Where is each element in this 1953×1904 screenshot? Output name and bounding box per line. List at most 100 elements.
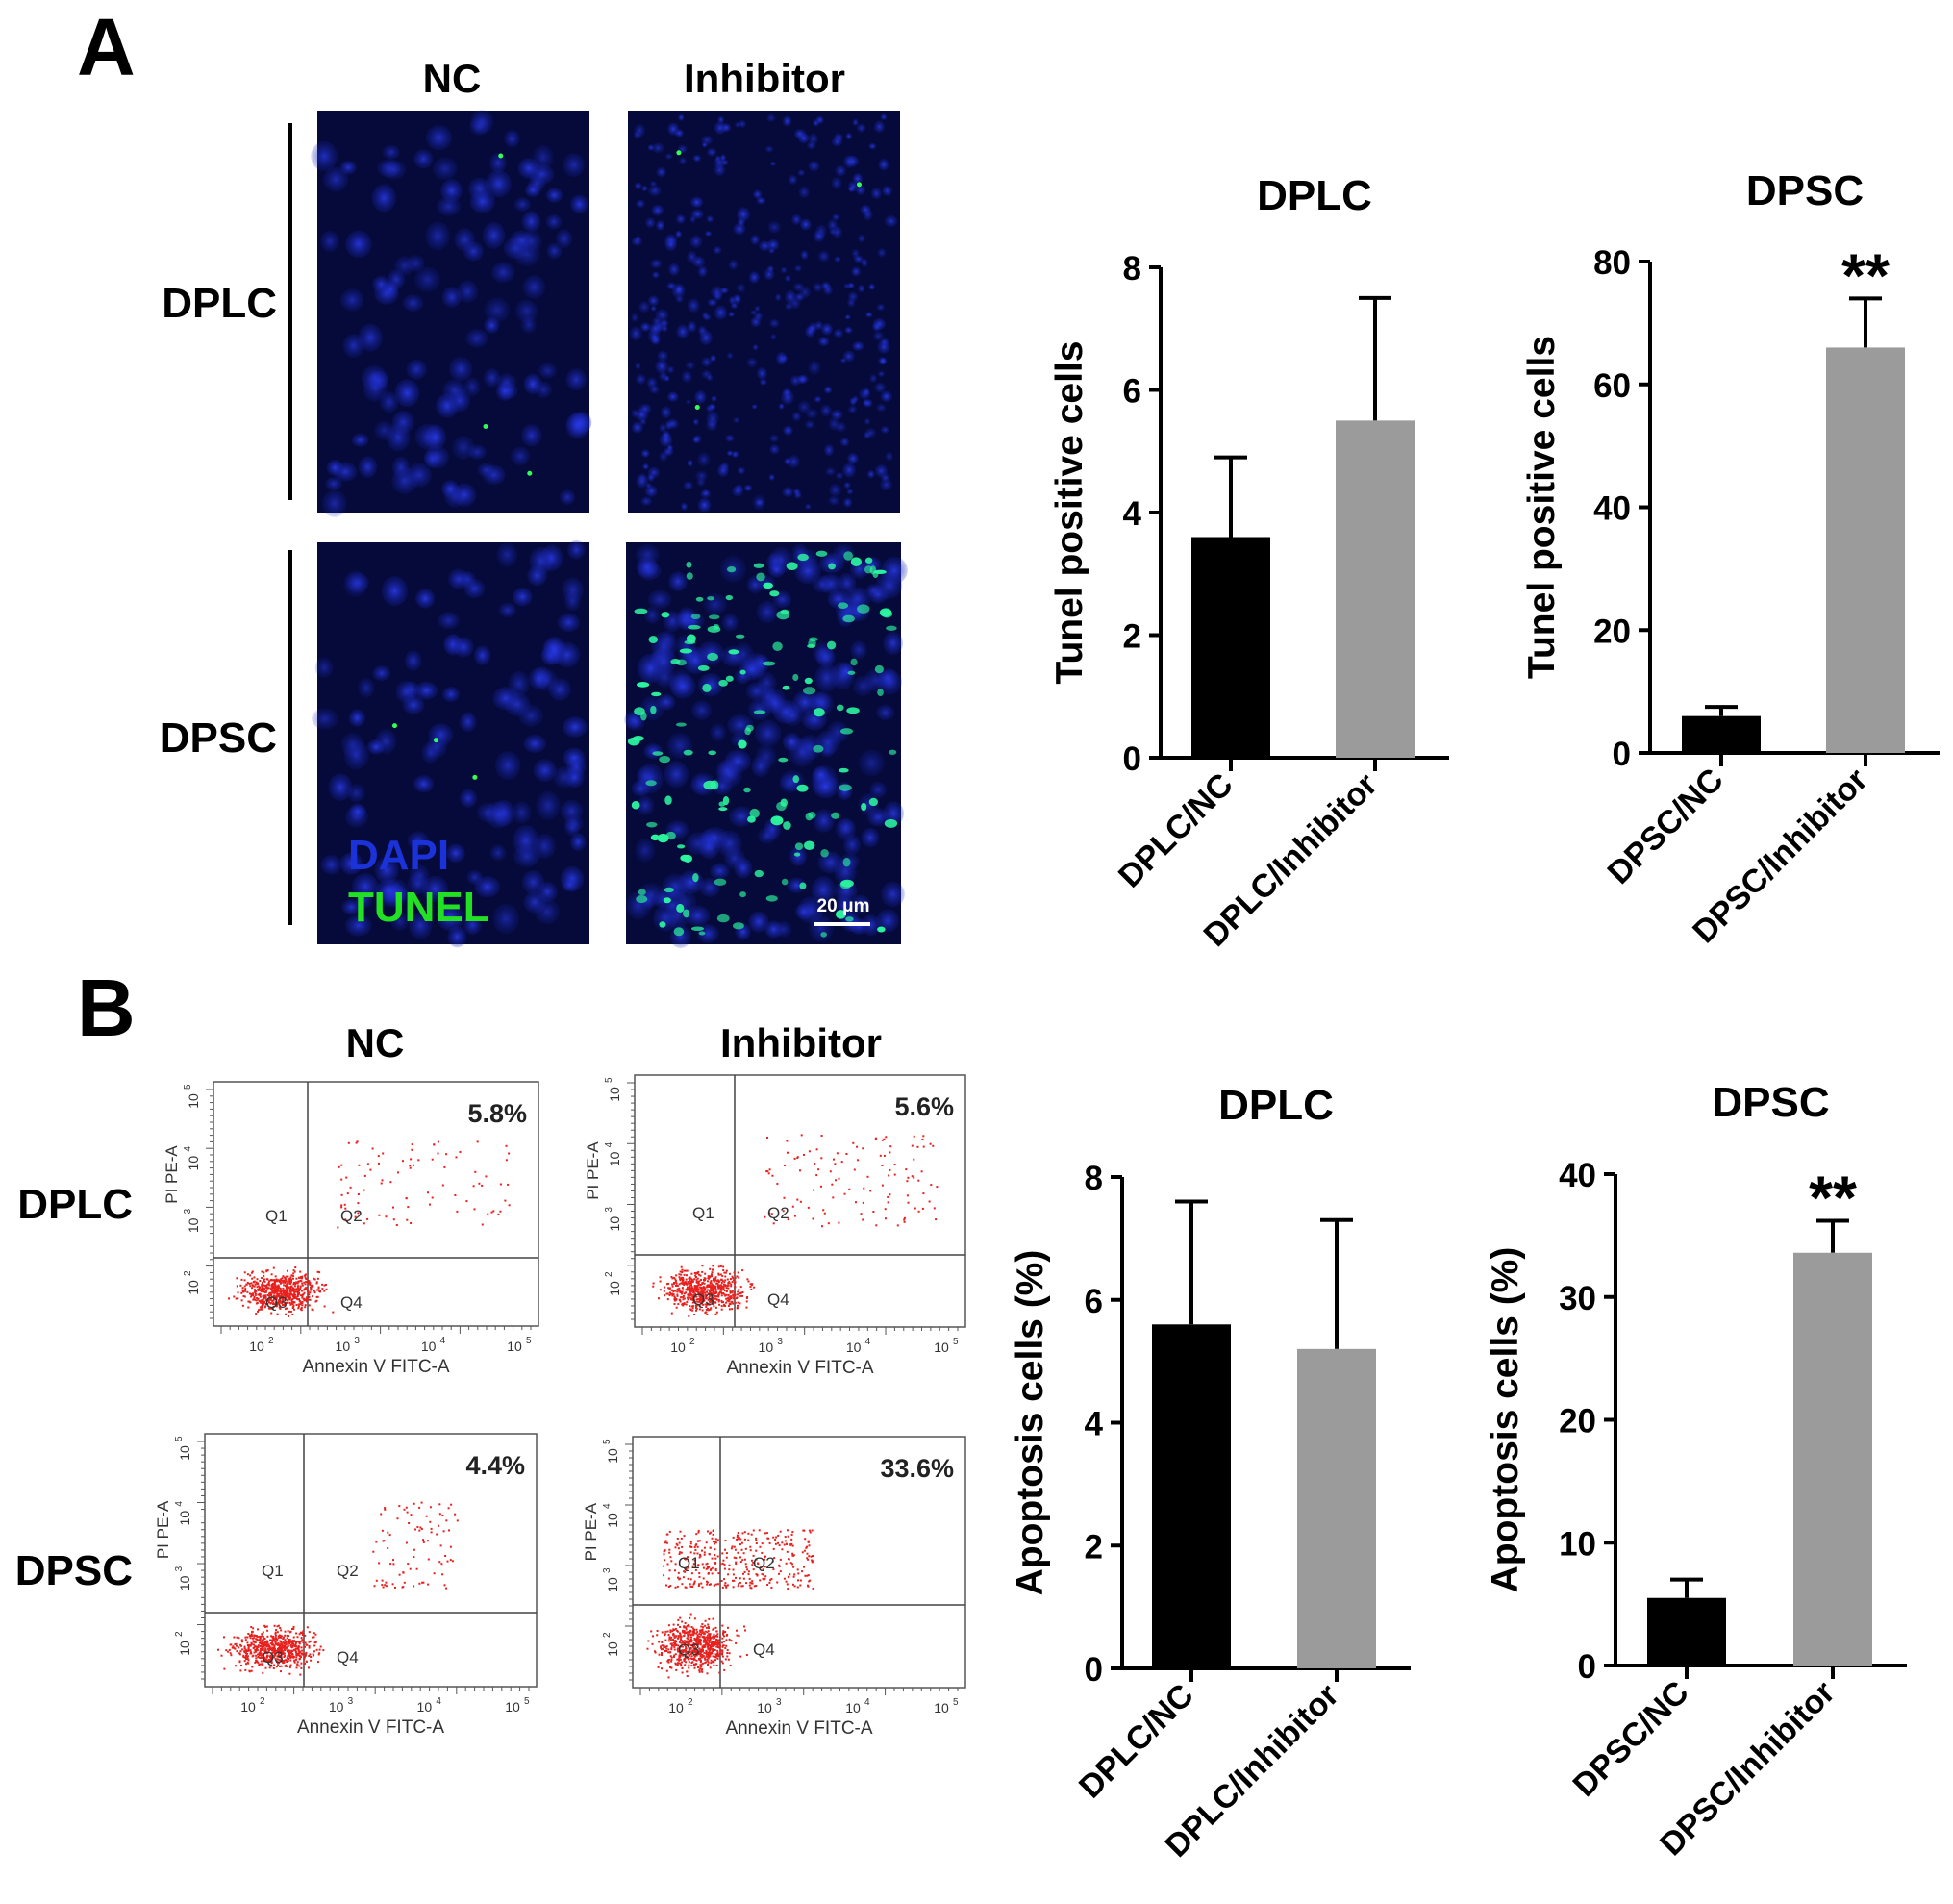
panel-a-row-dplc: DPLC: [162, 280, 277, 327]
quadrant-label: Q3: [678, 1641, 700, 1659]
quadrant-label: Q3: [692, 1290, 714, 1309]
quadrant-label: Q1: [678, 1554, 700, 1572]
flow-ytick: 10: [177, 1575, 192, 1591]
dapi-nuclei: [629, 113, 898, 513]
flow-ytick: 10: [607, 1281, 622, 1296]
flow-ytick-exp: 5: [174, 1436, 185, 1441]
flow-percent: 4.4%: [465, 1451, 525, 1480]
micrograph-dplc-inhibitor: [628, 111, 900, 513]
flow-xtick-exp: 5: [526, 1336, 532, 1346]
flow-ylabel: PI PE-A: [584, 1141, 602, 1200]
flow-ytick: 10: [605, 1513, 620, 1528]
y-tick-label: 0: [1578, 1648, 1596, 1686]
bar: [1336, 420, 1415, 758]
y-tick-label: 8: [1085, 1160, 1103, 1197]
flow-ytick: 10: [607, 1087, 622, 1102]
flow-xtick: 10: [240, 1699, 256, 1715]
flow-ytick-exp: 3: [183, 1208, 193, 1214]
chart-title: DPLC: [1218, 1082, 1334, 1129]
flow-xtick-exp: 4: [864, 1697, 870, 1708]
scalebar-label: 20 μm: [817, 896, 870, 916]
y-tick-label: 20: [1593, 613, 1631, 650]
quadrant-label: Q4: [337, 1648, 359, 1666]
y-tick-label: 6: [1123, 373, 1141, 411]
flow-ytick-exp: 2: [183, 1270, 193, 1276]
flow-xtick: 10: [759, 1340, 774, 1355]
quadrant-label: Q3: [265, 1293, 288, 1312]
panel-a-col-inhibitor: Inhibitor: [684, 56, 845, 101]
flow-xtick-exp: 2: [689, 1337, 695, 1347]
flow-ytick-exp: 4: [183, 1146, 193, 1152]
y-axis-label: Apoptosis cells (%): [1485, 1247, 1526, 1593]
flow-ylabel: PI PE-A: [163, 1145, 181, 1204]
quadrant-label: Q2: [767, 1204, 789, 1222]
bar: [1793, 1252, 1872, 1666]
flow-ytick: 10: [186, 1280, 201, 1295]
flow-ytick-exp: 5: [183, 1084, 193, 1090]
category-label: DPLC/NC: [1072, 1677, 1201, 1806]
bar: [1682, 715, 1761, 753]
y-axis-label: Apoptosis cells (%): [1010, 1250, 1051, 1596]
y-tick-label: 60: [1593, 367, 1631, 405]
flow-xtick: 10: [934, 1340, 949, 1355]
flow-xtick: 10: [757, 1700, 772, 1716]
flow-xtick: 10: [417, 1699, 433, 1715]
flow-xtick: 10: [329, 1699, 344, 1715]
dapi-nuclei: [312, 539, 588, 948]
category-label: DPSC/NC: [1601, 762, 1731, 891]
flow-ytick: 10: [605, 1448, 620, 1464]
y-tick-label: 6: [1085, 1283, 1103, 1320]
quadrant-label: Q2: [753, 1554, 775, 1572]
flow-ytick-exp: 4: [174, 1501, 185, 1507]
y-tick-label: 40: [1593, 490, 1631, 528]
flow-xlabel: Annexin V FITC-A: [297, 1717, 444, 1738]
flow-ytick: 10: [605, 1577, 620, 1592]
quadrant-label: Q1: [692, 1204, 714, 1222]
micrograph-dpsc-inhibitor: [624, 542, 908, 948]
flow-ytick-exp: 5: [602, 1439, 613, 1444]
flow-xtick-exp: 3: [777, 1337, 783, 1347]
y-tick-label: 2: [1123, 618, 1141, 656]
flow-xtick-exp: 2: [268, 1336, 274, 1346]
flow-ytick-exp: 4: [602, 1503, 613, 1509]
category-label: DPSC/NC: [1566, 1674, 1696, 1804]
y-tick-label: 30: [1559, 1280, 1596, 1317]
bar: [1297, 1348, 1376, 1668]
y-tick-label: 4: [1123, 495, 1142, 533]
flow-ylabel: PI PE-A: [582, 1502, 600, 1561]
bar: [1191, 537, 1270, 758]
flow-axis-ticks: [197, 1441, 530, 1694]
flow-percent: 33.6%: [880, 1454, 954, 1483]
flow-ytick-exp: 3: [604, 1207, 614, 1213]
quadrant-label: Q2: [340, 1207, 363, 1225]
y-tick-label: 2: [1085, 1528, 1103, 1566]
bar-charts: DPLC 0 2 4 6 8 Tunel positive cells DPLC/NC DPLC…: [1010, 167, 1940, 1865]
panel-a-row-dpsc: DPSC: [160, 714, 277, 762]
flow-xtick-exp: 3: [348, 1696, 354, 1707]
significance-marker: **: [1809, 1164, 1857, 1233]
y-tick-label: 10: [1559, 1525, 1596, 1563]
flow-ytick: 10: [177, 1641, 192, 1656]
flow-xlabel: Annexin V FITC-A: [726, 1358, 873, 1378]
bar: [1826, 347, 1905, 753]
y-tick-label: 20: [1559, 1403, 1596, 1441]
legend-tunel: TUNEL: [348, 884, 489, 931]
flow-ytick-exp: 3: [174, 1566, 185, 1571]
flow-xtick: 10: [505, 1699, 520, 1715]
flow-xtick: 10: [846, 1340, 862, 1355]
flow-ytick: 10: [605, 1641, 620, 1657]
bar: [1152, 1324, 1231, 1668]
quadrant-label: Q4: [767, 1290, 789, 1309]
flow-xtick: 10: [670, 1340, 686, 1355]
flow-xtick-exp: 3: [354, 1336, 360, 1346]
category-label: DPLC/NC: [1112, 766, 1240, 895]
tunel-signal: [676, 150, 863, 410]
flow-axis-ticks: [625, 1443, 959, 1695]
flow-ytick-exp: 5: [604, 1077, 614, 1083]
flow-ytick-exp: 2: [602, 1632, 613, 1638]
